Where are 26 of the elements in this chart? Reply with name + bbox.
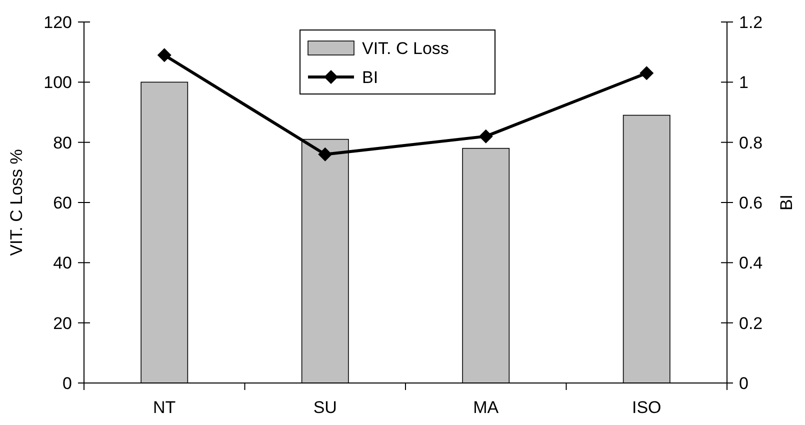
x-tick-label: NT — [153, 398, 176, 417]
legend-label: BI — [362, 68, 378, 87]
y2-tick-label: 1.2 — [739, 12, 763, 32]
point — [157, 48, 172, 62]
y-tick-label: 60 — [53, 193, 72, 212]
x-tick-label: ISO — [632, 398, 662, 417]
y-tick-label: 100 — [44, 73, 72, 92]
x-tick-label: MA — [473, 398, 500, 417]
y2-tick-label: 0.8 — [739, 133, 763, 152]
y-tick-label: 80 — [53, 133, 72, 152]
y-tick-label: 40 — [53, 254, 72, 273]
y-tick-label: 20 — [53, 314, 72, 333]
y2-tick-label: 0.6 — [739, 193, 763, 212]
point — [478, 129, 493, 144]
x-tick-label: SU — [313, 398, 337, 417]
y-tick-label: 0 — [62, 374, 72, 393]
point — [640, 66, 654, 80]
y2-tick-label: 0.2 — [739, 314, 763, 333]
y2-tick-label: 0.4 — [739, 254, 763, 273]
y-tick-label: 120 — [44, 12, 72, 32]
legend-label: VIT. C Loss — [362, 38, 449, 58]
y-axis-title: VIT. C Loss % — [7, 149, 26, 256]
point — [318, 147, 332, 162]
y2-tick-label: 0 — [739, 374, 748, 393]
y2-axis-title: BI — [777, 194, 796, 211]
y2-tick-label: 1 — [739, 73, 748, 92]
